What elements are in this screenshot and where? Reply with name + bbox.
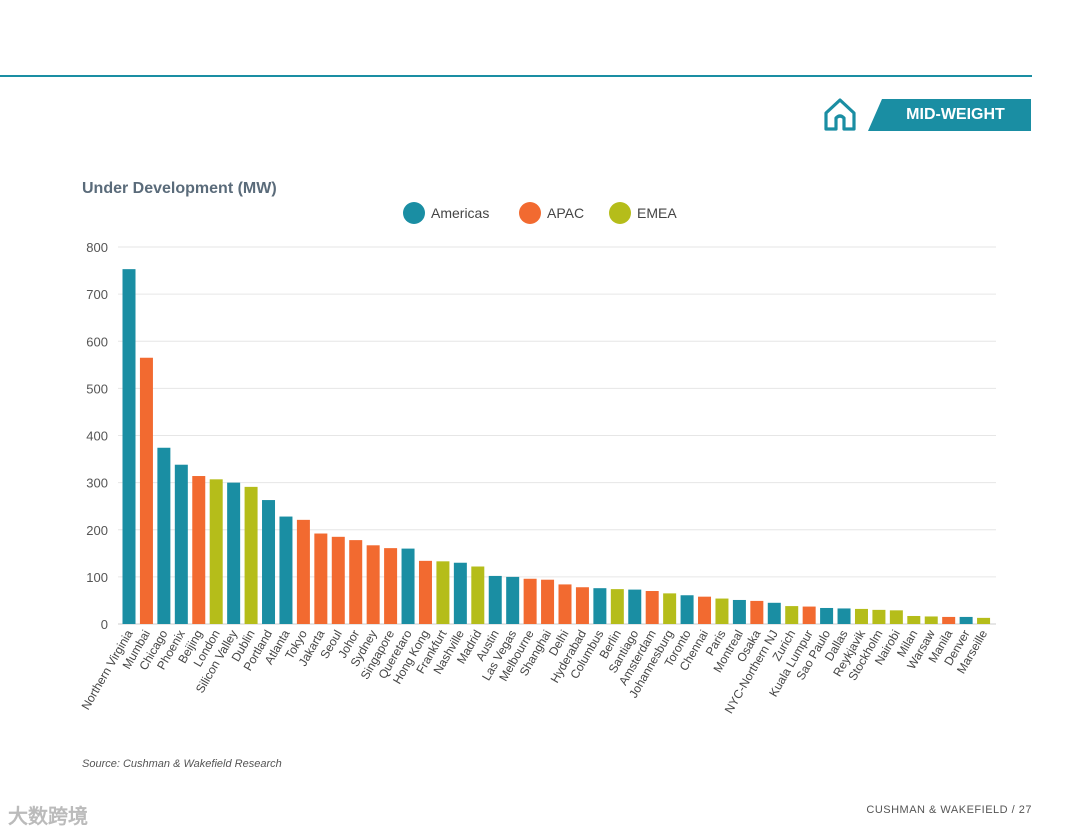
bar [122, 269, 136, 624]
y-tick-label: 300 [86, 476, 108, 491]
bar [854, 608, 868, 624]
bar [296, 519, 310, 624]
y-tick-label: 100 [86, 570, 108, 585]
bar [924, 616, 938, 624]
y-tick-label: 700 [86, 287, 108, 302]
watermark-logo: 大数跨境 [8, 806, 88, 828]
bar [541, 579, 555, 624]
y-tick-label: 200 [86, 523, 108, 538]
bar [453, 562, 467, 624]
bar [558, 584, 572, 624]
bar [436, 561, 450, 624]
legend-marker-americas [403, 202, 425, 224]
legend-marker-apac [519, 202, 541, 224]
y-tick-label: 600 [86, 334, 108, 349]
bar [523, 578, 537, 624]
bar [471, 566, 485, 624]
bar [244, 486, 258, 624]
bar [174, 464, 188, 624]
y-tick-label: 500 [86, 381, 108, 396]
bar [820, 607, 834, 624]
y-tick-label: 0 [101, 617, 108, 632]
legend-label-americas: Americas [431, 205, 489, 221]
bar [767, 602, 781, 624]
bar [977, 617, 991, 624]
bar [680, 595, 694, 624]
bar [575, 587, 589, 624]
bar [663, 593, 677, 624]
bar [349, 540, 363, 624]
bar [907, 615, 921, 624]
bar [750, 600, 764, 624]
mid-weight-badge: MID-WEIGHT [868, 99, 1031, 131]
bar [715, 598, 729, 624]
bar [698, 596, 712, 624]
bar [262, 500, 276, 624]
bar [732, 599, 746, 624]
bar [959, 616, 973, 624]
bar [418, 560, 432, 624]
bar [785, 606, 799, 624]
bar [645, 591, 659, 624]
bar [628, 589, 642, 624]
page-footer: CUSHMAN & WAKEFIELD / 27 [866, 804, 1032, 816]
bar [837, 608, 851, 624]
legend-label-emea: EMEA [637, 205, 677, 221]
bar [488, 575, 502, 624]
bar [872, 609, 886, 624]
bar [227, 482, 241, 624]
bar [802, 606, 816, 624]
bar [593, 588, 607, 624]
bar [942, 616, 956, 624]
chart-title: Under Development (MW) [82, 180, 277, 197]
bar [384, 548, 398, 624]
y-tick-label: 800 [86, 240, 108, 255]
bar [314, 533, 328, 624]
top-rule [0, 75, 1032, 77]
bar [401, 548, 415, 624]
legend-marker-emea [609, 202, 631, 224]
bar [506, 576, 520, 624]
source-note: Source: Cushman & Wakefield Research [82, 758, 282, 770]
bar [157, 447, 171, 624]
bar [889, 610, 903, 624]
bar [331, 536, 345, 624]
y-tick-label: 400 [86, 429, 108, 444]
bar [279, 516, 293, 624]
bar [192, 476, 206, 624]
home-icon [824, 98, 856, 131]
legend-label-apac: APAC [547, 205, 584, 221]
bar [139, 357, 153, 624]
bar [366, 545, 380, 624]
bar [610, 589, 624, 624]
bar [209, 479, 223, 624]
